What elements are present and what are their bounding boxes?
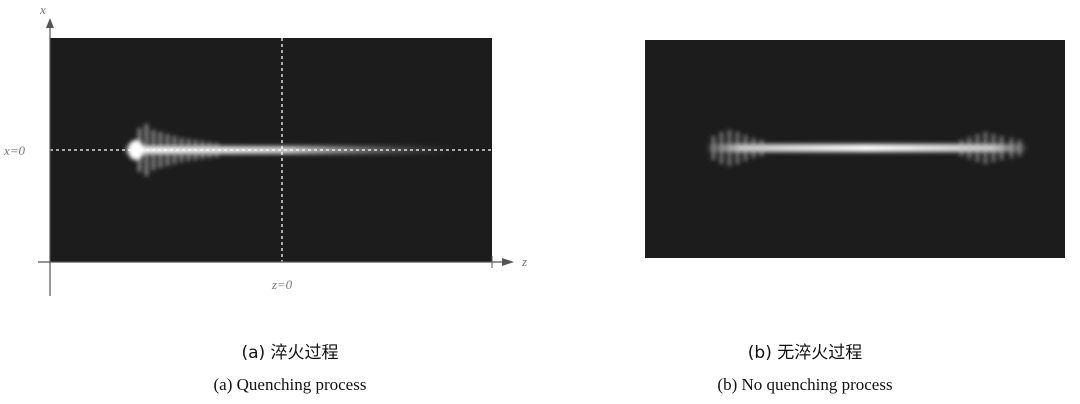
body: x z x=0 z=0 (a) 淬火过程 (a) Quenching proce… — [0, 0, 1080, 404]
caption-cn: (b) 无淬火过程 — [748, 343, 862, 363]
caption-en: (a) Quenching process — [214, 375, 367, 394]
axis-z-label: z — [521, 254, 527, 269]
panel-a: x z x=0 z=0 (a) 淬火过程 (a) Quenching proce… — [3, 2, 527, 394]
caption-en: (b) No quenching process — [717, 375, 892, 394]
figure: x z x=0 z=0 (a) 淬火过程 (a) Quenching proce… — [0, 0, 1080, 404]
axis-x-label: x — [39, 2, 46, 17]
x-zero-label: x=0 — [3, 143, 26, 158]
x-arrow — [46, 18, 54, 28]
page: {"figure_a": {"axis_x_label": "x", "axis… — [0, 0, 1080, 404]
z-zero-label: z=0 — [271, 277, 293, 292]
z-arrow — [502, 258, 514, 266]
caption-cn: (a) 淬火过程 — [241, 343, 338, 363]
panel-b: (b) 无淬火过程 (b) No quenching process — [645, 40, 1065, 394]
